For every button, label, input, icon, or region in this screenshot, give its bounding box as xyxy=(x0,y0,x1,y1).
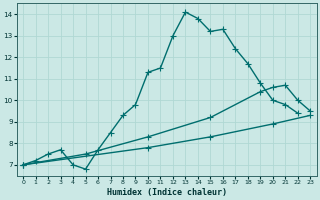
X-axis label: Humidex (Indice chaleur): Humidex (Indice chaleur) xyxy=(107,188,227,197)
